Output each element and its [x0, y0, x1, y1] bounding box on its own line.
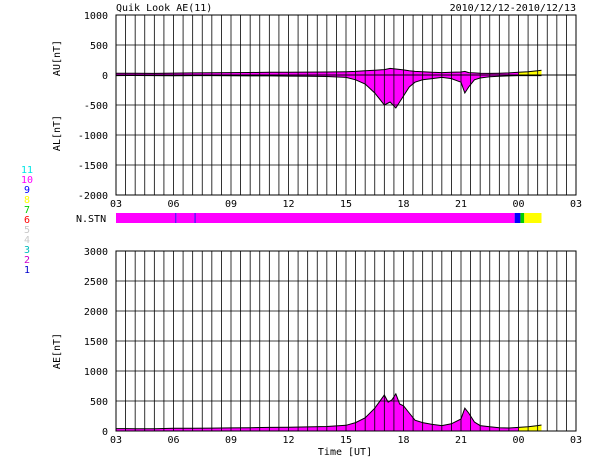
ae-xtick-label: 00 — [512, 435, 524, 446]
station-bar-segment — [194, 213, 196, 223]
ae-ytick-label: 1500 — [84, 337, 108, 348]
station-bar-segment — [195, 213, 515, 223]
ae-ytick-label: 1000 — [84, 367, 108, 378]
ae-xtick-label: 21 — [455, 435, 467, 446]
au-al-ytick-label: 500 — [90, 41, 108, 52]
station-legend-item: 2 — [24, 255, 30, 266]
station-bar-segment — [175, 213, 177, 223]
au-al-xtick-label: 12 — [282, 199, 294, 210]
ae-ytick-label: 2000 — [84, 307, 108, 318]
au-al-xtick-label: 09 — [225, 199, 237, 210]
ae-series-area-main — [116, 393, 519, 431]
date-range: 2010/12/12-2010/12/13 — [450, 3, 576, 14]
ae-frame — [115, 250, 577, 432]
au-al-frame — [115, 14, 577, 196]
ae-xtick-label: 03 — [110, 435, 122, 446]
station-legend-item: 4 — [24, 235, 30, 246]
au-al-xtick-label: 03 — [110, 199, 122, 210]
station-bar-segment — [116, 213, 176, 223]
ae-xtick-label: 06 — [167, 435, 179, 446]
au-al-xtick-label: 21 — [455, 199, 467, 210]
station-legend-item: 6 — [24, 215, 30, 226]
ae-xtick-label: 15 — [340, 435, 352, 446]
time-axis-label: Time [UT] — [318, 447, 372, 458]
station-legend-item: 1 — [24, 265, 30, 276]
ae-ytick-label: 2500 — [84, 277, 108, 288]
al-axis-label: AL[nT] — [52, 115, 63, 151]
station-bar-label: N.STN — [76, 214, 106, 225]
station-bar-segment — [520, 213, 525, 223]
station-legend-item: 9 — [24, 185, 30, 196]
station-bar-segment — [514, 213, 521, 223]
ae-xtick-label: 09 — [225, 435, 237, 446]
station-legend-item: 8 — [24, 195, 30, 206]
ae-series-area-recent — [518, 425, 542, 431]
au-series-line — [116, 67, 542, 74]
station-legend-item: 10 — [21, 175, 33, 186]
ae-ytick-label: 500 — [90, 397, 108, 408]
station-legend-item: 5 — [24, 225, 30, 236]
ae-xtick-label: 12 — [282, 435, 294, 446]
au-al-ytick-label: -500 — [84, 101, 108, 112]
station-bar-segment — [176, 213, 195, 223]
chart-title: Quik Look AE(11) — [116, 3, 212, 14]
au-axis-label: AU[nT] — [52, 40, 63, 76]
au-al-ytick-label: 1000 — [84, 11, 108, 22]
ae-xtick-label: 03 — [570, 435, 582, 446]
ae-xtick-label: 18 — [397, 435, 409, 446]
au-al-xtick-label: 00 — [512, 199, 524, 210]
au-al-ytick-label: -2000 — [78, 191, 108, 202]
au-al-ytick-label: -1500 — [78, 161, 108, 172]
au-al-ytick-label: 0 — [102, 71, 108, 82]
station-legend-item: 3 — [24, 245, 30, 256]
station-bar-segment — [524, 213, 542, 223]
ae-ytick-label: 0 — [102, 427, 108, 438]
station-legend-item: 7 — [24, 205, 30, 216]
au-al-xtick-label: 15 — [340, 199, 352, 210]
al-series-line — [115, 74, 542, 109]
ae-axis-label: AE[nT] — [52, 333, 63, 369]
au-al-xtick-label: 06 — [167, 199, 179, 210]
au-series-area-main — [116, 68, 519, 75]
au-al-xtick-label: 03 — [570, 199, 582, 210]
au-al-xtick-label: 18 — [397, 199, 409, 210]
ae-ytick-label: 3000 — [84, 247, 108, 258]
ae-series-line — [115, 392, 542, 430]
au-al-ytick-label: -1000 — [78, 131, 108, 142]
station-legend-item: 11 — [21, 165, 33, 176]
